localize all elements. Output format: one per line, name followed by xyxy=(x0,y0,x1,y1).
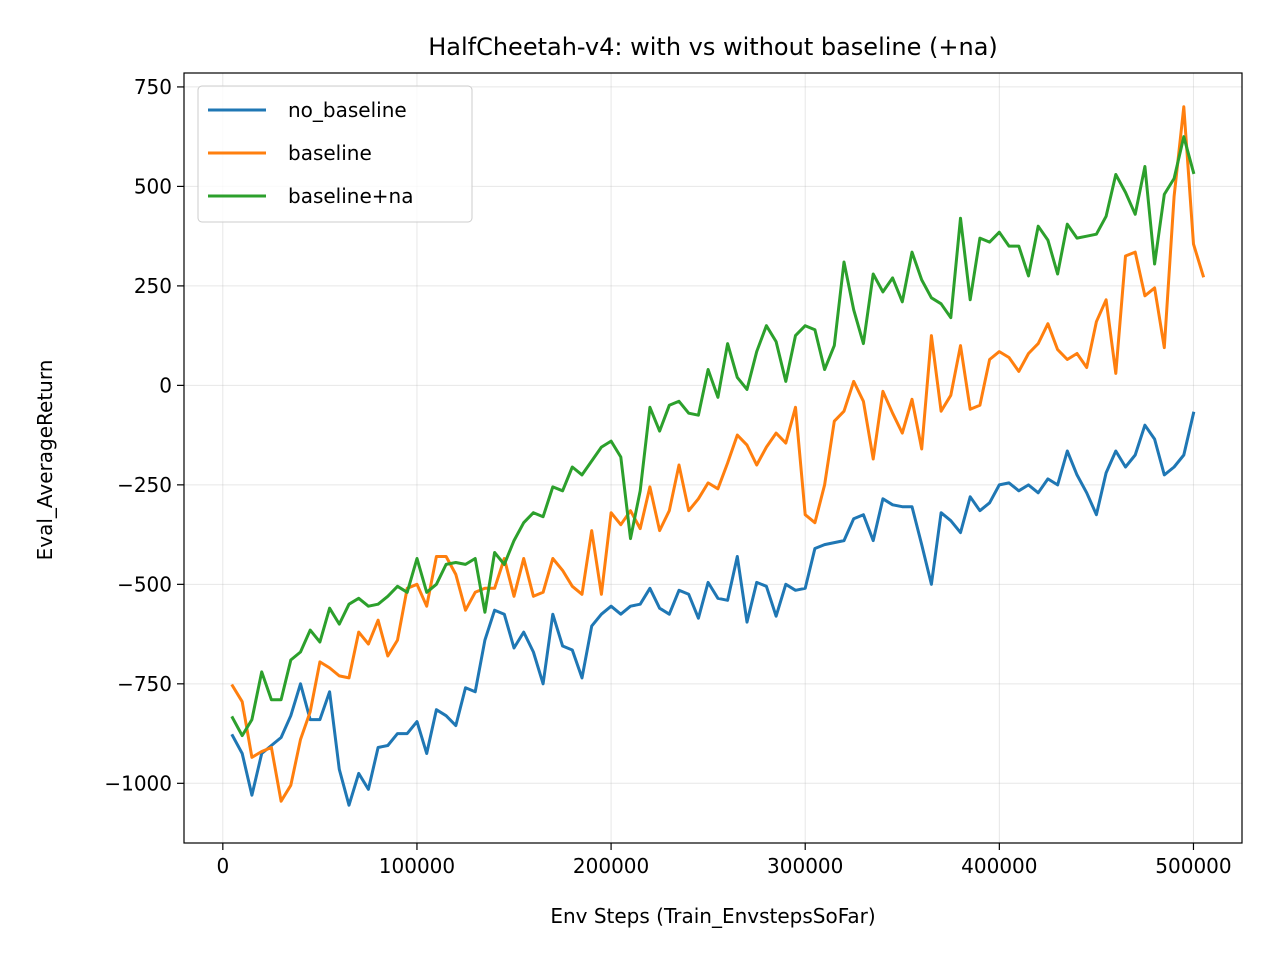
y-tick-label: 500 xyxy=(134,174,172,198)
y-axis: −1000 −750 −500 −250 0 250 500 750 xyxy=(104,75,184,795)
legend-label: baseline+na xyxy=(288,184,413,208)
x-axis: 0 100000 200000 300000 400000 500000 xyxy=(216,843,1232,878)
x-axis-label: Env Steps (Train_EnvstepsSoFar) xyxy=(550,904,875,928)
y-tick-label: −750 xyxy=(117,672,172,696)
y-axis-label: Eval_AverageReturn xyxy=(33,360,57,561)
x-tick-label: 200000 xyxy=(573,854,649,878)
y-tick-label: −250 xyxy=(117,473,172,497)
x-tick-label: 0 xyxy=(216,854,229,878)
series-line-baseline xyxy=(230,105,1206,803)
y-tick-label: 250 xyxy=(134,274,172,298)
chart-title: HalfCheetah-v4: with vs without baseline… xyxy=(428,33,998,61)
x-tick-label: 300000 xyxy=(767,854,843,878)
series-line-no-baseline xyxy=(230,411,1196,807)
x-tick-label: 400000 xyxy=(961,854,1037,878)
y-tick-label: 0 xyxy=(159,373,172,397)
y-tick-label: 750 xyxy=(134,75,172,99)
plot-frame xyxy=(183,72,1243,844)
legend-box xyxy=(197,85,473,223)
x-tick-label: 500000 xyxy=(1155,854,1231,878)
x-tick-label: 100000 xyxy=(379,854,455,878)
y-tick-label: −500 xyxy=(117,572,172,596)
series-group xyxy=(230,105,1206,807)
legend: no_baseline baseline baseline+na xyxy=(197,85,473,223)
series-line-baseline-na xyxy=(230,135,1196,738)
legend-label: no_baseline xyxy=(288,98,407,122)
legend-label: baseline xyxy=(288,141,372,165)
y-tick-label: −1000 xyxy=(104,771,172,795)
